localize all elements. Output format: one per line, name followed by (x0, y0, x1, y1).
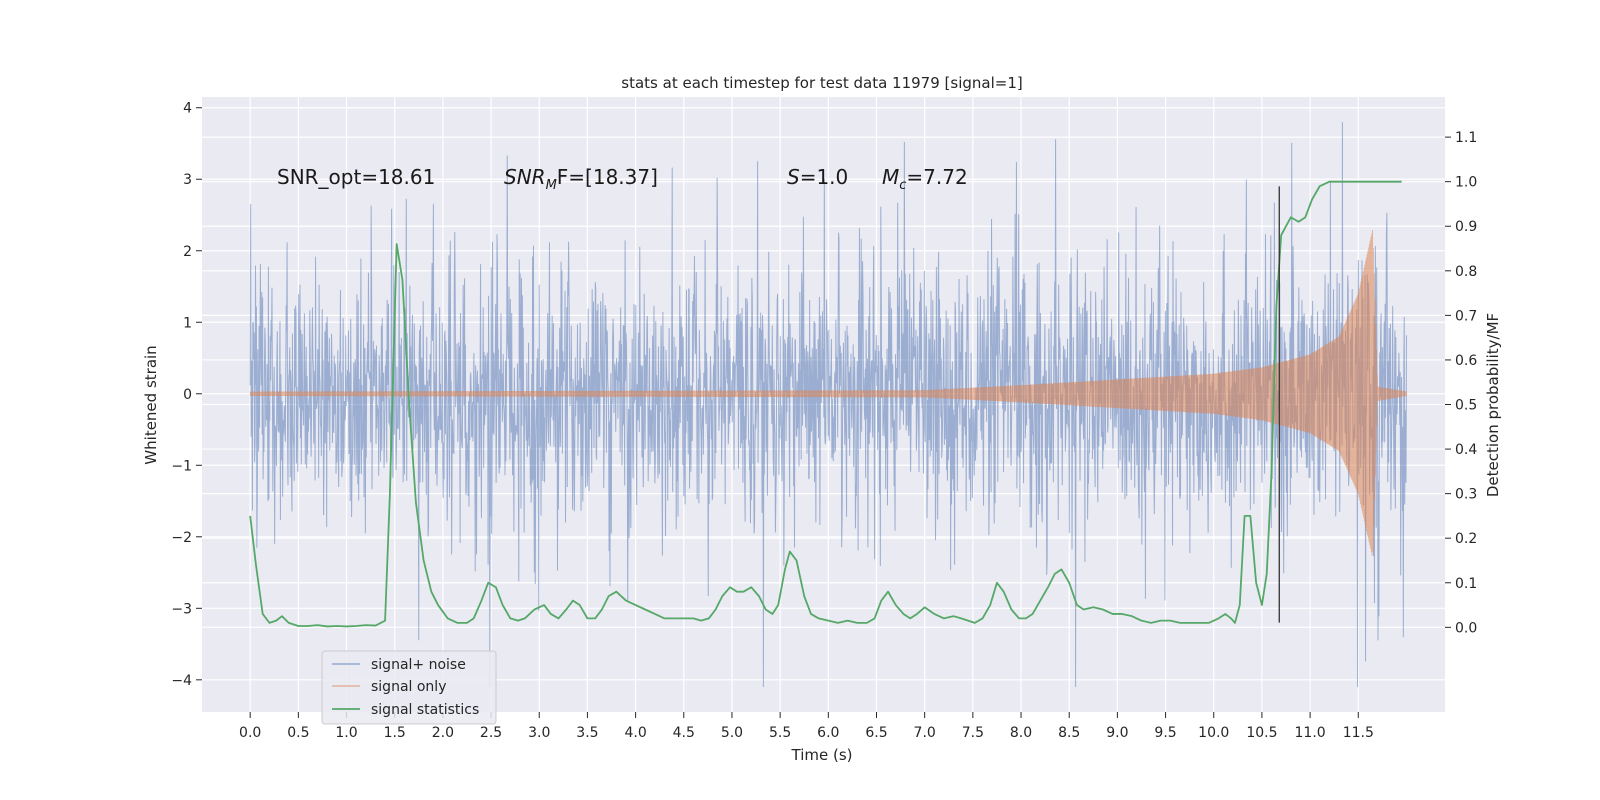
x-axis-ticks: 0.0 0.5 1.0 1.5 2.0 2.5 3.0 3.5 4.0 4.5 5.0 5.5 6.0 6… (239, 712, 1374, 741)
x-tick-label-16: 8.0 (1010, 725, 1032, 741)
annotation-snr-mf: SNRMF=[18.37] (504, 165, 658, 193)
annotation-snr-mf-sub: M (546, 178, 557, 193)
series-signal-only (249, 230, 1407, 556)
x-tick-label-7: 3.5 (576, 725, 598, 741)
y2-axis-ticks: 0.0 0.1 0.2 0.3 0.4 0.5 0.6 0.7 0.8 0.9 1.0 1.1 (1445, 130, 1477, 636)
x-tick-label-22: 11.0 (1295, 725, 1326, 741)
y-tick-label-7: 3 (183, 172, 192, 188)
y2-tick-label-11: 1.1 (1455, 130, 1477, 146)
x-tick-label-11: 5.5 (769, 725, 791, 741)
y2-tick-label-5: 0.5 (1455, 398, 1477, 414)
series-signal-statistics (249, 180, 1402, 628)
x-tick-label-6: 3.0 (528, 725, 550, 741)
x-tick-label-3: 1.5 (384, 725, 406, 741)
annotation-snr-opt: SNR_opt=18.61 (277, 165, 435, 189)
y-tick-label-8: 4 (183, 101, 192, 117)
chart-title: stats at each timestep for test data 119… (621, 74, 1022, 92)
legend-label-signal-plus-noise: signal+ noise (371, 657, 466, 673)
annotation-snr-mf-main: SNR (504, 165, 546, 189)
x-tick-label-14: 7.0 (914, 725, 936, 741)
y2-tick-label-6: 0.6 (1455, 353, 1477, 369)
annotation-s-rest: =1.0 (800, 165, 849, 189)
x-tick-label-18: 9.0 (1106, 725, 1128, 741)
x-tick-label-10: 5.0 (721, 725, 743, 741)
y2-tick-label-10: 1.0 (1455, 175, 1477, 191)
x-tick-label-12: 6.0 (817, 725, 839, 741)
x-tick-label-21: 10.5 (1246, 725, 1277, 741)
legend-label-signal-statistics: signal statistics (371, 702, 479, 718)
y2-tick-label-3: 0.3 (1455, 487, 1477, 503)
legend: signal+ noise signal only signal statist… (321, 650, 497, 725)
annotation-mc-sub: c (899, 178, 906, 193)
y2-tick-label-9: 0.9 (1455, 219, 1477, 235)
annotation-s-main: S (787, 165, 800, 189)
x-tick-label-8: 4.0 (624, 725, 646, 741)
x-tick-label-1: 0.5 (287, 725, 309, 741)
y2-axis-label: Detection probability/MF (1484, 313, 1502, 497)
y-tick-label-2: −2 (171, 530, 192, 546)
x-tick-label-23: 11.5 (1343, 725, 1374, 741)
x-tick-label-4: 2.0 (432, 725, 454, 741)
annotation-s: S=1.0 (787, 165, 848, 189)
annotation-mc: Mc=7.72 (882, 165, 968, 193)
annotation-mc-main: M (882, 165, 899, 189)
x-tick-label-2: 1.0 (335, 725, 357, 741)
y-tick-label-3: −1 (171, 458, 192, 474)
legend-box (321, 650, 497, 725)
y-tick-label-1: −3 (171, 601, 192, 617)
y2-tick-label-8: 0.8 (1455, 264, 1477, 280)
y-tick-label-5: 1 (183, 315, 192, 331)
legend-label-signal-only: signal only (371, 679, 446, 695)
signal-only-trace (249, 230, 1407, 556)
y2-tick-label-1: 0.1 (1455, 576, 1477, 592)
y2-tick-label-0: 0.0 (1455, 620, 1477, 636)
x-tick-label-15: 7.5 (962, 725, 984, 741)
x-tick-label-17: 8.5 (1058, 725, 1080, 741)
annotation-mc-rest: =7.72 (906, 165, 967, 189)
annotation-snr-mf-rest: F=[18.37] (557, 165, 658, 189)
y2-tick-label-7: 0.7 (1455, 308, 1477, 324)
x-tick-label-9: 4.5 (673, 725, 695, 741)
y2-tick-label-4: 0.4 (1455, 442, 1477, 458)
y-tick-label-4: 0 (183, 387, 192, 403)
y-tick-label-6: 2 (183, 244, 192, 260)
x-tick-label-0: 0.0 (239, 725, 261, 741)
x-tick-label-19: 9.5 (1154, 725, 1176, 741)
signal-statistics-line (249, 180, 1402, 628)
y-axis-ticks: −4 −3 −2 −1 0 1 2 3 4 (171, 101, 202, 689)
y-axis-label: Whitened strain (142, 345, 160, 464)
y-tick-label-0: −4 (171, 673, 192, 689)
x-tick-label-13: 6.5 (865, 725, 887, 741)
y2-tick-label-2: 0.2 (1455, 531, 1477, 547)
x-tick-label-20: 10.0 (1198, 725, 1229, 741)
x-axis-label: Time (s) (791, 746, 853, 764)
x-tick-label-5: 2.5 (480, 725, 502, 741)
